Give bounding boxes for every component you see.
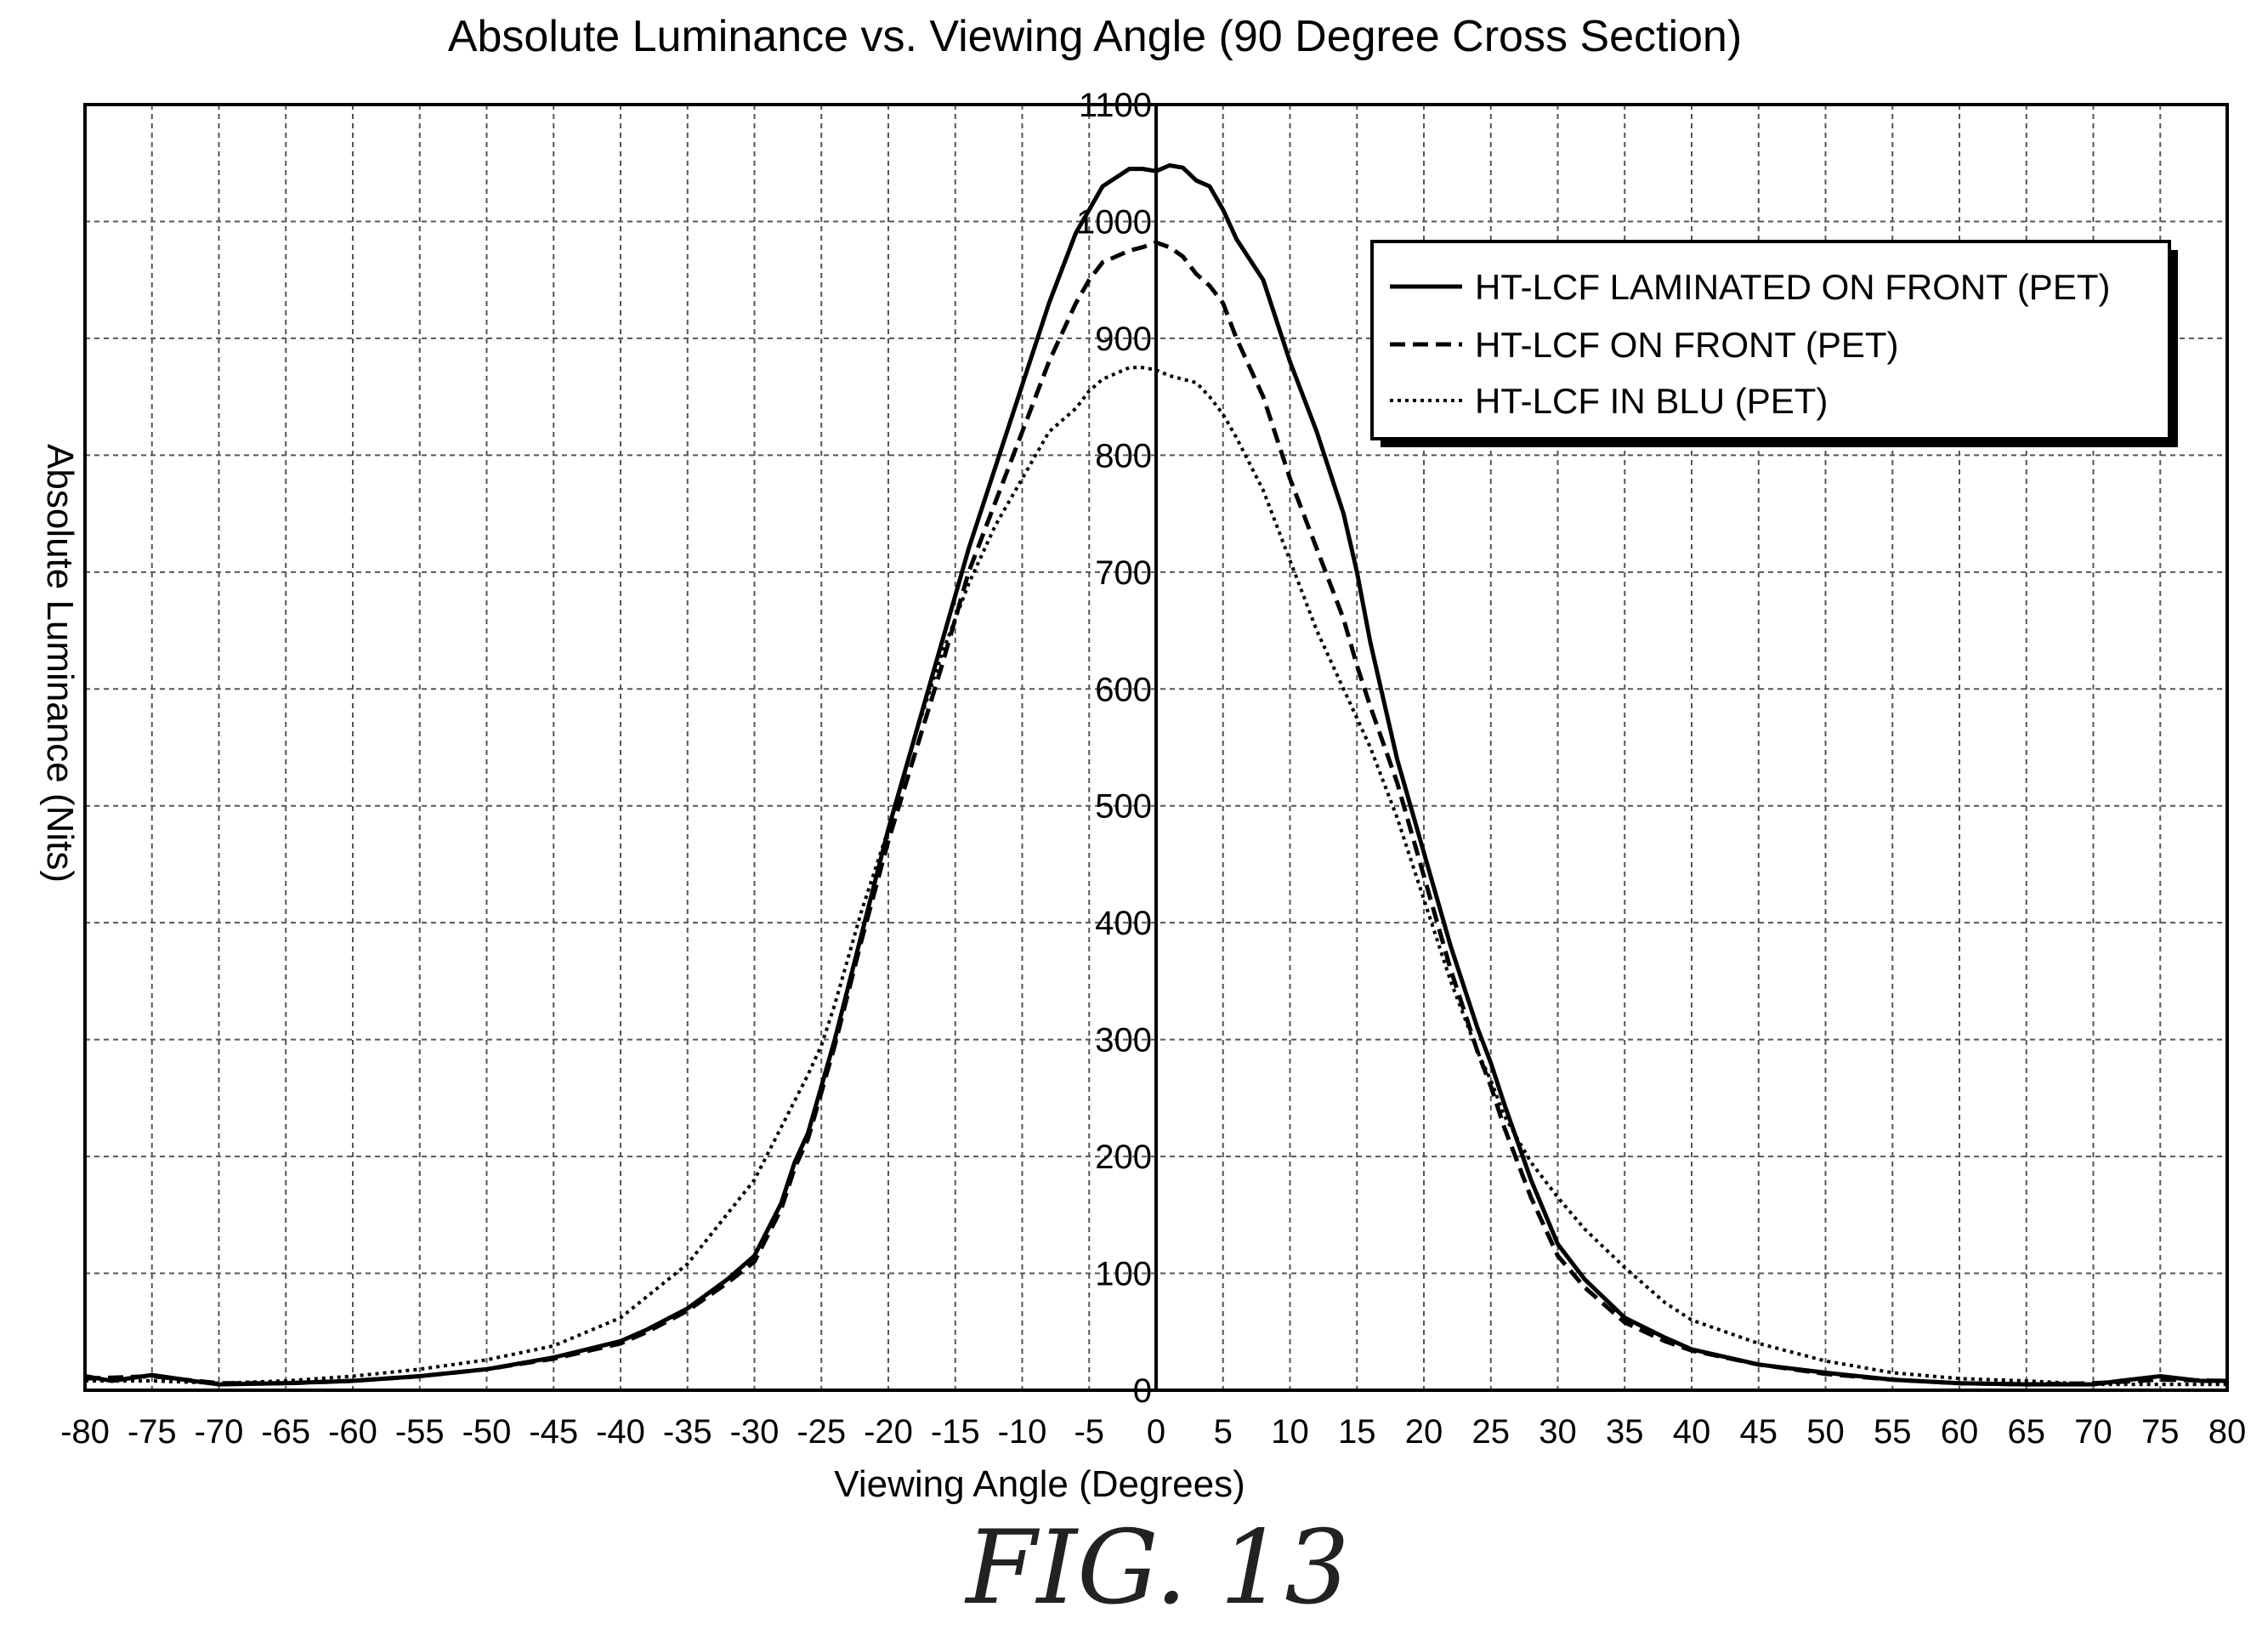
series-line-dotted (85, 366, 2227, 1387)
y-tick-label: 200 (1095, 1139, 1152, 1176)
x-tick-label: -5 (1074, 1413, 1104, 1451)
legend-label-laminated-on-front: HT-LCF LAMINATED ON FRONT (PET) (1475, 267, 2110, 307)
y-tick-label: 100 (1095, 1256, 1152, 1293)
y-tick-labels: 0 100 200 300 400 500 600 700 800 900 1000 1100 (1076, 87, 1152, 1410)
x-axis-label: Viewing Angle (Degrees) (834, 1463, 1245, 1505)
y-tick-label: 800 (1095, 437, 1152, 474)
x-tick-label: -30 (730, 1413, 780, 1451)
x-tick-label: 80 (2208, 1413, 2247, 1451)
y-tick-label: 600 (1095, 671, 1152, 708)
x-tick-label: -50 (462, 1413, 512, 1451)
x-tick-label: 20 (1405, 1413, 1443, 1451)
y-axis-label: Absolute Luminance (Nits) (39, 444, 81, 883)
x-tick-label: 65 (2008, 1413, 2046, 1451)
y-tick-label: 300 (1095, 1022, 1152, 1059)
x-tick-label: 75 (2141, 1413, 2180, 1451)
x-tick-label: -75 (128, 1413, 177, 1451)
legend: HT-LCF LAMINATED ON FRONT (PET) HT-LCF O… (1370, 240, 2178, 447)
x-tick-label: 0 (1147, 1413, 1165, 1451)
y-tick-label: 1000 (1076, 203, 1152, 241)
series-layer (84, 163, 2228, 1387)
x-tick-label: 5 (1214, 1413, 1233, 1451)
figure-caption: FIG. 13 (964, 1509, 1349, 1627)
x-tick-label: -35 (663, 1413, 712, 1451)
x-tick-label: 50 (1806, 1413, 1845, 1451)
x-tick-label: 10 (1271, 1413, 1309, 1451)
y-tick-label: 900 (1095, 321, 1152, 358)
y-tick-label: 500 (1095, 788, 1152, 826)
legend-label-on-front: HT-LCF ON FRONT (PET) (1475, 325, 1899, 365)
x-tick-label: -25 (797, 1413, 846, 1451)
x-tick-label: -45 (529, 1413, 578, 1451)
y-tick-label: 700 (1095, 554, 1152, 592)
chart-title: Absolute Luminance vs. Viewing Angle (90… (448, 12, 1742, 61)
x-tick-label: -80 (60, 1413, 110, 1451)
x-tick-label: -15 (931, 1413, 980, 1451)
x-tick-label: -60 (328, 1413, 377, 1451)
x-tick-label: -70 (195, 1413, 244, 1451)
y-tick-label: 0 (1133, 1372, 1152, 1410)
x-tick-label: 70 (2074, 1413, 2112, 1451)
x-tick-label: -10 (998, 1413, 1047, 1451)
x-tick-label: -40 (596, 1413, 645, 1451)
x-tick-label: 45 (1740, 1413, 1778, 1451)
x-tick-labels: -80 -75 -70 -65 -60 -55 -50 -45 -40 -35 -30 -25 -20-… (60, 1413, 2246, 1451)
x-tick-label: -20 (864, 1413, 913, 1451)
x-tick-label: -65 (261, 1413, 310, 1451)
legend-label-in-blu: HT-LCF IN BLU (PET) (1475, 381, 1828, 421)
x-tick-label: 60 (1941, 1413, 1979, 1451)
x-tick-label: 15 (1338, 1413, 1376, 1451)
y-tick-label: 400 (1095, 905, 1152, 942)
y-tick-label: 1100 (1079, 87, 1152, 124)
x-tick-label: 25 (1472, 1413, 1511, 1451)
x-tick-label: 40 (1673, 1413, 1711, 1451)
x-tick-label: 55 (1874, 1413, 1912, 1451)
x-tick-label: -55 (395, 1413, 445, 1451)
legend-box (1370, 240, 2171, 440)
x-tick-label: 35 (1606, 1413, 1644, 1451)
x-tick-label: 30 (1539, 1413, 1577, 1451)
series-line-dashed (84, 240, 2228, 1387)
